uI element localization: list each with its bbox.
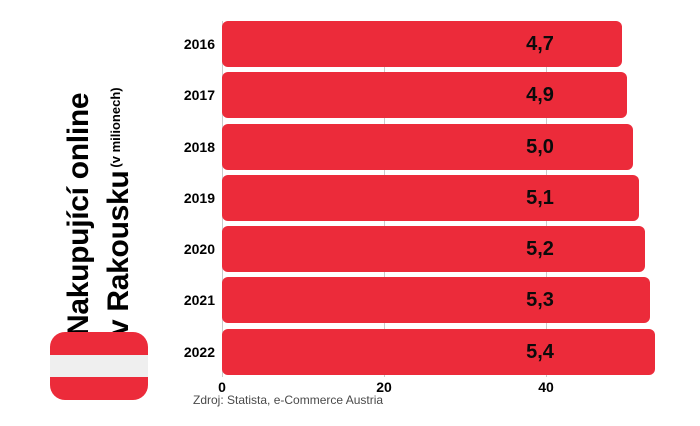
x-axis-tick-0: 0: [218, 379, 226, 395]
flag-stripe-top: [50, 332, 148, 355]
value-label: 5,3: [526, 289, 554, 312]
year-label: 2017: [183, 87, 215, 104]
flag-stripe-bottom: [50, 377, 148, 400]
title-subtitle: (v milionech): [108, 87, 123, 168]
title-line-2: v Rakousku (v milionech): [99, 6, 144, 336]
x-axis-tick-20: 20: [376, 379, 392, 395]
year-label: 2019: [183, 189, 215, 206]
austria-flag-icon: [50, 332, 148, 400]
bar-2020: [222, 226, 645, 273]
title-line-1-text: Nakupující online: [62, 92, 95, 336]
value-label: 5,0: [526, 135, 554, 158]
bar-row: 2022 5,4: [184, 328, 667, 375]
value-label: 4,9: [526, 84, 554, 107]
flag-stripe-middle: [50, 354, 148, 378]
title-line-2-text: v Rakousku: [102, 170, 135, 336]
bar-row: 2019 5,1: [184, 174, 667, 221]
bar-2018: [222, 123, 633, 170]
year-label: 2016: [183, 36, 215, 52]
bar-2016: [222, 21, 622, 67]
source-note: Zdroj: Statista, e-Commerce Austria: [193, 393, 384, 407]
year-label: 2021: [183, 292, 215, 309]
value-label: 5,4: [526, 340, 554, 363]
bar-2022: [222, 328, 655, 375]
year-label: 2020: [183, 241, 215, 258]
chart-title: Nakupující online v Rakousku (v milionech…: [59, 6, 151, 336]
bar-2021: [222, 277, 650, 324]
bar-chart-plot: 2016 4,7 2017 4,9 2018 5,0 2019 5,1 2020: [184, 21, 667, 395]
bar-row: 2020 5,2: [184, 226, 667, 273]
year-label: 2018: [183, 138, 215, 155]
value-label: 5,1: [526, 186, 554, 209]
bar-row: 2021 5,3: [184, 277, 667, 324]
bar-row: 2016 4,7: [184, 21, 667, 67]
x-axis-tick-40: 40: [538, 379, 554, 395]
bar-rows: 2016 4,7 2017 4,9 2018 5,0 2019 5,1 2020: [184, 21, 667, 375]
year-label: 2022: [183, 343, 215, 360]
bar-2017: [222, 72, 627, 119]
value-label: 4,7: [526, 33, 554, 55]
bar-2019: [222, 174, 639, 221]
bar-row: 2018 5,0: [184, 123, 667, 170]
value-label: 5,2: [526, 238, 554, 261]
bar-row: 2017 4,9: [184, 72, 667, 119]
title-line-1: Nakupující online: [59, 6, 99, 336]
